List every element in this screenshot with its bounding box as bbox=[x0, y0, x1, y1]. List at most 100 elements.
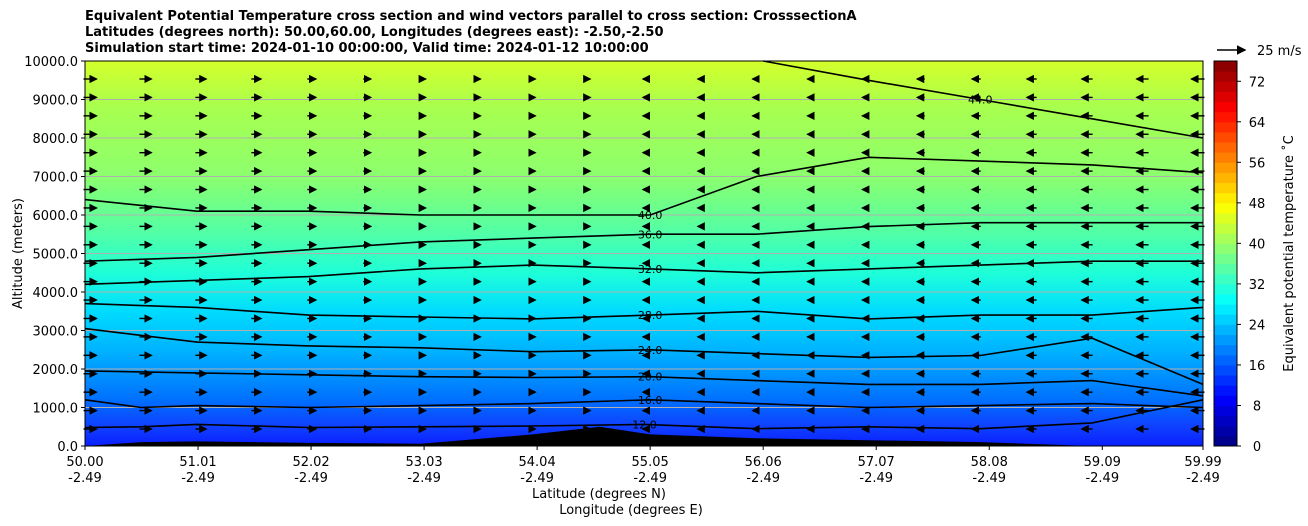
y-tick-label-2: 2000.0 bbox=[33, 363, 79, 378]
colorbar-band bbox=[1214, 425, 1237, 437]
colorbar-band bbox=[1214, 435, 1237, 447]
x-tick-lat-4: 54.04 bbox=[519, 455, 556, 470]
colorbar-band bbox=[1214, 61, 1237, 72]
x-tick-lon-5: -2.49 bbox=[633, 471, 667, 486]
x-axis-label-lon: Longitude (degrees E) bbox=[559, 503, 703, 518]
x-tick-lat-3: 53.03 bbox=[405, 455, 442, 470]
colorbar-band bbox=[1214, 273, 1237, 285]
y-tick-label-10: 10000.0 bbox=[24, 55, 78, 70]
x-tick-lon-2: -2.49 bbox=[294, 471, 328, 486]
wind-vectors bbox=[83, 74, 1205, 434]
colorbar-band bbox=[1214, 192, 1237, 204]
contour-label-16.0: 16.0 bbox=[638, 394, 663, 407]
x-tick-lat-2: 52.02 bbox=[292, 455, 329, 470]
contour-32.0 bbox=[84, 260, 1203, 286]
colorbar-band bbox=[1214, 202, 1237, 214]
x-tick-lat-1: 51.01 bbox=[179, 455, 216, 470]
contour-label-44.0: 44.0 bbox=[968, 94, 993, 107]
colorbar-band bbox=[1214, 385, 1237, 396]
colorbar-band bbox=[1214, 162, 1237, 173]
colorbar-band bbox=[1214, 283, 1237, 295]
colorbar-band bbox=[1214, 223, 1237, 234]
y-tick-label-3: 3000.0 bbox=[33, 325, 79, 340]
colorbar-tick-label-8: 64 bbox=[1249, 116, 1266, 131]
colorbar-label: Equivalent potential temperature ˚C bbox=[1281, 135, 1297, 371]
x-tick-lon-9: -2.49 bbox=[1085, 471, 1119, 486]
x-tick-lon-6: -2.49 bbox=[746, 471, 780, 486]
colorbar-band bbox=[1214, 314, 1237, 325]
colorbar-tick-label-4: 32 bbox=[1249, 278, 1266, 293]
colorbar-tick-label-3: 24 bbox=[1249, 318, 1266, 333]
y-tick-label-4: 4000.0 bbox=[33, 286, 79, 301]
y-tick-label-7: 7000.0 bbox=[33, 171, 79, 186]
x-tick-lat-9: 59.09 bbox=[1084, 455, 1121, 470]
colorbar-band bbox=[1214, 253, 1237, 265]
colorbar-band bbox=[1214, 131, 1237, 143]
colorbar-band bbox=[1214, 212, 1237, 224]
x-tick-lat-0: 50.00 bbox=[66, 455, 103, 470]
colorbar-band bbox=[1214, 334, 1237, 346]
x-tick-lon-10: -2.49 bbox=[1186, 471, 1220, 486]
colorbar-band bbox=[1214, 172, 1237, 184]
colorbar: 0 8 16 24 32 40 48 56 64 72 Equivalent potential t… bbox=[1213, 60, 1297, 455]
title-line-1: Equivalent Potential Temperature cross s… bbox=[85, 9, 857, 24]
contour-40.0 bbox=[84, 156, 1204, 216]
x-tick-lat-8: 58.08 bbox=[971, 455, 1008, 470]
terrain bbox=[85, 426, 1203, 446]
wind-key: 25 m/s bbox=[1217, 44, 1302, 59]
x-tick-lon-0: -2.49 bbox=[68, 471, 102, 486]
contour-44.0 bbox=[763, 60, 1204, 139]
colorbar-tick-label-1: 8 bbox=[1253, 399, 1261, 414]
x-tick-lon-7: -2.49 bbox=[859, 471, 893, 486]
y-axis-label: Altitude (meters) bbox=[11, 198, 26, 309]
x-tick-lon-3: -2.49 bbox=[407, 471, 441, 486]
colorbar-tick-label-5: 40 bbox=[1249, 237, 1266, 252]
colorbar-band bbox=[1214, 111, 1237, 123]
x-tick-lat-10: 59.99 bbox=[1184, 455, 1221, 470]
colorbar-band bbox=[1214, 304, 1237, 315]
x-tick-lon-8: -2.49 bbox=[972, 471, 1006, 486]
colorbar-band bbox=[1214, 243, 1237, 254]
colorbar-tick-label-2: 16 bbox=[1249, 359, 1266, 374]
colorbar-frame bbox=[1213, 60, 1238, 447]
contour-label-32.0: 32.0 bbox=[638, 263, 663, 276]
contour-24.0 bbox=[84, 327, 1204, 386]
colorbar-band bbox=[1214, 395, 1237, 406]
x-tick-lat-5: 55.05 bbox=[632, 455, 669, 470]
y-tick-label-0: 0.0 bbox=[57, 440, 78, 455]
y-tick-label-6: 6000.0 bbox=[33, 209, 79, 224]
colorbar-tick-label-9: 72 bbox=[1249, 75, 1266, 90]
chart-title: Equivalent Potential Temperature cross s… bbox=[85, 9, 857, 57]
colorbar-band bbox=[1214, 233, 1237, 244]
colorbar-band bbox=[1214, 91, 1237, 103]
colorbar-band bbox=[1214, 294, 1237, 305]
colorbar-band bbox=[1214, 354, 1237, 366]
contour-36.0 bbox=[84, 221, 1203, 262]
title-line-3: Simulation start time: 2024-01-10 00:00:… bbox=[85, 41, 649, 56]
colorbar-band bbox=[1214, 415, 1237, 427]
contour-16.0 bbox=[84, 398, 1204, 409]
contour-label-24.0: 24.0 bbox=[638, 344, 663, 357]
colorbar-band bbox=[1214, 263, 1237, 275]
title-line-2: Latitudes (degrees north): 50.00,60.00, … bbox=[85, 25, 664, 40]
colorbar-band bbox=[1214, 182, 1237, 194]
colorbar-band bbox=[1214, 324, 1237, 336]
x-tick-lon-1: -2.49 bbox=[181, 471, 215, 486]
axes: 0.0 1000.0 2000.0 3000.0 4000.0 5000.0 6000.0 7… bbox=[11, 55, 1222, 518]
colorbar-tick-label-6: 48 bbox=[1249, 197, 1266, 212]
colorbar-band bbox=[1214, 71, 1237, 82]
colorbar-band bbox=[1214, 364, 1237, 376]
colorbar-tick-label-0: 0 bbox=[1253, 440, 1261, 455]
colorbar-tick-label-7: 56 bbox=[1249, 156, 1266, 171]
y-tick-label-5: 5000.0 bbox=[33, 248, 79, 263]
colorbar-band bbox=[1214, 405, 1237, 417]
colorbar-band bbox=[1214, 81, 1237, 92]
colorbar-band bbox=[1214, 152, 1237, 163]
colorbar-band bbox=[1214, 375, 1237, 386]
colorbar-band bbox=[1214, 142, 1237, 153]
x-tick-lon-4: -2.49 bbox=[520, 471, 554, 486]
x-tick-lat-6: 56.06 bbox=[745, 455, 782, 470]
y-tick-label-9: 9000.0 bbox=[33, 94, 79, 109]
y-tick-label-1: 1000.0 bbox=[33, 402, 79, 417]
